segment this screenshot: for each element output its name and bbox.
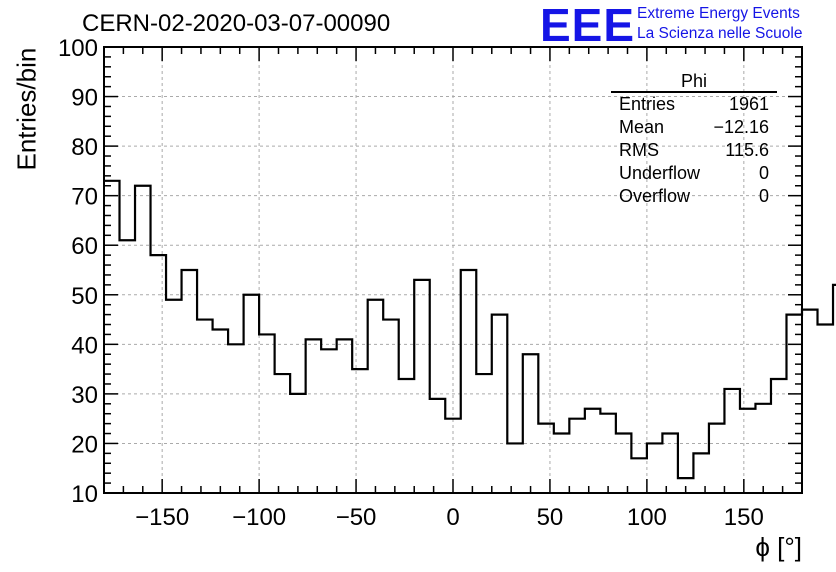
stats-label: Overflow xyxy=(619,186,691,206)
y-tick-label: 20 xyxy=(71,431,98,458)
y-tick-label: 90 xyxy=(71,85,98,112)
histogram-bin xyxy=(507,443,523,493)
stats-row-overflow: Overflow 0 xyxy=(611,185,777,208)
y-tick-label: 30 xyxy=(71,382,98,409)
histogram-bin xyxy=(228,344,244,493)
histogram-bin xyxy=(647,443,663,493)
stats-value: 0 xyxy=(758,163,769,183)
histogram-bin xyxy=(492,315,508,493)
logo-caption-line1: Extreme Energy Events xyxy=(637,5,800,22)
x-axis-label: ϕ [°] xyxy=(755,532,802,562)
histogram-bin xyxy=(523,354,539,493)
x-axis: −150 −100 −50 0 50 100 150 xyxy=(103,47,803,531)
stats-box: Phi Entries 1961 Mean −12.16 RMS 115.6 U… xyxy=(611,71,777,208)
stats-label: Entries xyxy=(619,94,676,114)
y-tick-label: 100 xyxy=(58,35,98,62)
histogram-bin xyxy=(197,320,213,493)
stats-value: 115.6 xyxy=(725,140,769,160)
histogram-bin xyxy=(569,419,585,493)
histogram-bin xyxy=(554,434,570,493)
histogram-bin xyxy=(306,339,322,493)
histogram-bin xyxy=(399,379,415,493)
y-tick-label: 10 xyxy=(71,481,98,508)
histogram-bin xyxy=(383,320,399,493)
histogram-bin xyxy=(135,186,151,493)
x-tick-label: 150 xyxy=(724,504,764,531)
histogram-bin xyxy=(802,310,818,493)
histogram-bin xyxy=(740,409,756,493)
grid-lines xyxy=(104,47,802,493)
x-tick-label: −100 xyxy=(232,504,286,531)
histogram-bin xyxy=(693,453,709,493)
y-axis: 10 20 30 40 50 60 70 80 90 100 xyxy=(58,35,802,508)
chart-title: CERN-02-2020-03-07-00090 xyxy=(82,10,391,37)
stats-row-rms: RMS 115.6 xyxy=(611,139,777,162)
y-axis-label: Entries/bin xyxy=(11,47,42,171)
y-tick-label: 60 xyxy=(71,233,98,260)
y-tick-label: 50 xyxy=(71,283,98,310)
histogram-bin xyxy=(585,409,601,493)
histogram-bin xyxy=(476,374,492,493)
y-tick-label: 80 xyxy=(71,134,98,161)
histogram-bin xyxy=(538,424,554,493)
histogram-bin xyxy=(368,300,384,493)
stats-value: −12.16 xyxy=(713,117,769,137)
stats-row-mean: Mean −12.16 xyxy=(611,116,777,139)
histogram-bin xyxy=(818,325,834,493)
x-tick-label: 100 xyxy=(627,504,667,531)
histogram-bin xyxy=(321,349,337,493)
stats-value: 0 xyxy=(758,186,769,206)
histogram-bin xyxy=(662,434,678,493)
stats-title: Phi xyxy=(611,71,777,93)
histogram-bin xyxy=(461,270,477,493)
histogram-bin xyxy=(182,270,198,493)
x-tick-label: 0 xyxy=(446,504,459,531)
histogram-bin xyxy=(430,399,446,493)
histogram-bin xyxy=(104,181,120,493)
histogram-bin xyxy=(616,434,632,493)
histogram-bin xyxy=(166,300,182,493)
histogram-step-line xyxy=(104,179,836,480)
histogram-bin xyxy=(151,255,167,493)
histogram-bin xyxy=(352,369,368,493)
histogram-bin xyxy=(709,424,725,493)
y-tick-label: 70 xyxy=(71,184,98,211)
stats-row-underflow: Underflow 0 xyxy=(611,162,777,185)
histogram-bin xyxy=(724,389,740,493)
histogram-bin xyxy=(120,240,136,493)
logo-caption-line2: La Scienza nelle Scuole xyxy=(637,25,803,42)
stats-label: Mean xyxy=(619,117,665,137)
histogram-bin xyxy=(275,374,291,493)
eee-logo: EEE xyxy=(540,0,636,51)
stats-row-entries: Entries 1961 xyxy=(611,93,777,116)
y-tick-label: 40 xyxy=(71,332,98,359)
histogram-bin xyxy=(414,280,430,493)
x-tick-label: −50 xyxy=(336,504,377,531)
histogram-bin xyxy=(755,404,771,493)
histogram-bin xyxy=(337,339,353,493)
histogram-bin xyxy=(600,414,616,493)
histogram-bin xyxy=(259,334,275,493)
stats-label: Underflow xyxy=(619,163,701,183)
x-tick-label: 50 xyxy=(537,504,564,531)
stats-value: 1961 xyxy=(728,94,769,114)
stats-label: RMS xyxy=(619,140,659,160)
histogram-bin xyxy=(213,329,229,493)
x-tick-label: −150 xyxy=(135,504,189,531)
histogram-bin xyxy=(631,458,647,493)
histogram-bin xyxy=(771,379,787,493)
